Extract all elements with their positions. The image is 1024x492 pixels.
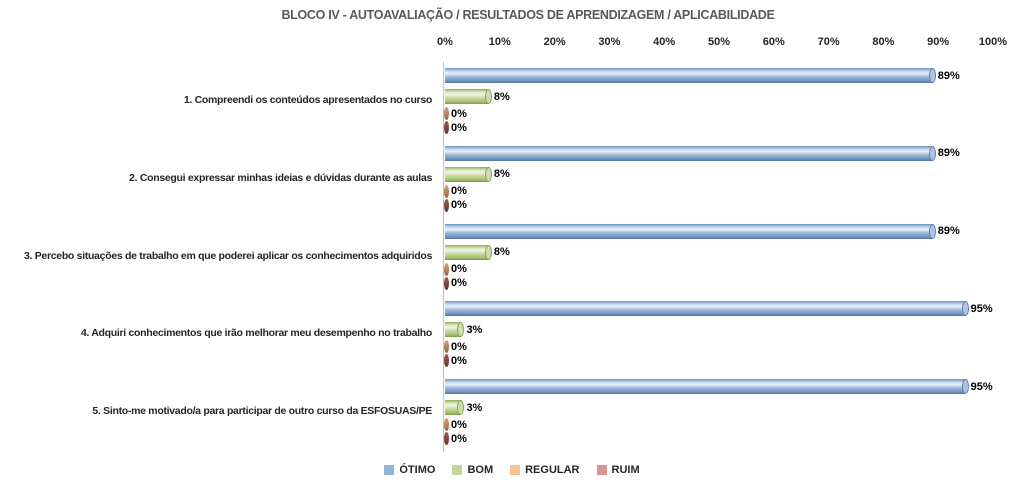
bar-otimo xyxy=(445,301,969,317)
legend-swatch-regular xyxy=(510,465,521,475)
x-tick-label: 70% xyxy=(817,36,840,48)
value-label: 89% xyxy=(937,147,960,160)
value-label: 95% xyxy=(970,380,993,393)
category-label: 4. Adquiri conhecimentos que irão melhor… xyxy=(80,327,432,340)
value-label: 0% xyxy=(451,199,467,212)
x-tick-label: 10% xyxy=(488,36,511,48)
bar-end-cap xyxy=(457,400,465,415)
bar-end-cap xyxy=(928,145,936,161)
x-tick-label: 60% xyxy=(762,36,785,48)
x-tick-label: 100% xyxy=(978,36,1008,48)
bar-otimo xyxy=(445,379,969,394)
bar-end-cap xyxy=(928,68,936,83)
value-label: 95% xyxy=(970,302,993,315)
value-label: 8% xyxy=(493,90,510,103)
value-label: 0% xyxy=(451,432,467,445)
value-label: 0% xyxy=(451,263,467,275)
x-tick-label: 0% xyxy=(437,36,453,48)
legend-label: ÓTIMO xyxy=(399,464,436,476)
legend-swatch-bom xyxy=(452,465,463,475)
legend-item-regular: REGULAR xyxy=(510,464,580,476)
bar-end-cap xyxy=(484,89,492,104)
value-label: 0% xyxy=(451,277,467,289)
value-label: 3% xyxy=(466,323,483,336)
legend-item-ruim: RUIM xyxy=(596,464,640,476)
value-label: 0% xyxy=(451,418,467,431)
value-label: 0% xyxy=(451,185,467,198)
legend-label: BOM xyxy=(467,464,494,476)
bar-bom xyxy=(445,89,492,104)
value-label: 3% xyxy=(466,401,483,414)
legend-swatch-otimo xyxy=(384,465,395,475)
category-label: 2. Consegui expressar minhas ideias e dú… xyxy=(129,171,432,184)
bar-ruim xyxy=(444,121,449,134)
bar-end-cap xyxy=(961,379,969,394)
value-label: 0% xyxy=(451,354,467,367)
bar-ruim xyxy=(444,276,449,290)
value-label: 89% xyxy=(937,69,960,82)
bar-regular xyxy=(444,184,449,198)
legend-item-otimo: ÓTIMO xyxy=(384,464,435,476)
legend: ÓTIMO BOM REGULAR RUIM xyxy=(0,464,1024,476)
value-label: 0% xyxy=(451,121,467,134)
bar-bom xyxy=(445,400,465,415)
x-tick-label: 80% xyxy=(872,36,895,48)
value-label: 0% xyxy=(451,340,467,353)
y-axis-line xyxy=(443,62,444,452)
bar-otimo xyxy=(445,223,936,239)
bar-end-cap xyxy=(961,301,969,317)
x-tick-label: 30% xyxy=(598,36,621,48)
bar-bom xyxy=(445,322,465,338)
bar-end-cap xyxy=(457,322,465,338)
bar-bom xyxy=(445,244,492,260)
value-label: 0% xyxy=(451,107,467,120)
bar-end-cap xyxy=(928,223,936,239)
x-tick-label: 20% xyxy=(543,36,566,48)
legend-swatch-ruim xyxy=(596,465,607,475)
bar-ruim xyxy=(444,354,449,368)
category-label: 1. Compreendi os conteúdos apresentados … xyxy=(183,94,432,106)
legend-label: REGULAR xyxy=(525,464,580,476)
bar-end-cap xyxy=(484,166,492,182)
bar-end-cap xyxy=(484,244,492,260)
x-tick-label: 50% xyxy=(707,36,731,48)
bar-regular xyxy=(444,340,449,354)
x-tick-label: 90% xyxy=(927,36,950,48)
bar-ruim xyxy=(444,198,449,212)
value-label: 8% xyxy=(493,246,510,258)
value-label: 8% xyxy=(493,168,510,181)
x-tick-label: 40% xyxy=(653,36,676,48)
bar-otimo xyxy=(445,145,936,161)
category-label: 5. Sinto-me motivado/a para participar d… xyxy=(92,405,432,417)
bar-regular xyxy=(444,418,449,431)
bar-ruim xyxy=(444,432,449,445)
value-label: 89% xyxy=(937,225,960,237)
bar-otimo xyxy=(445,68,936,83)
legend-item-bom: BOM xyxy=(452,464,493,476)
bar-regular xyxy=(444,107,449,120)
bar-regular xyxy=(444,262,449,276)
chart-title: BLOCO IV - AUTOAVALIAÇÃO / RESULTADOS DE… xyxy=(281,8,775,22)
bar-bom xyxy=(445,166,492,182)
legend-label: RUIM xyxy=(611,464,640,476)
category-label: 3. Percebo situações de trabalho em que … xyxy=(23,249,432,262)
